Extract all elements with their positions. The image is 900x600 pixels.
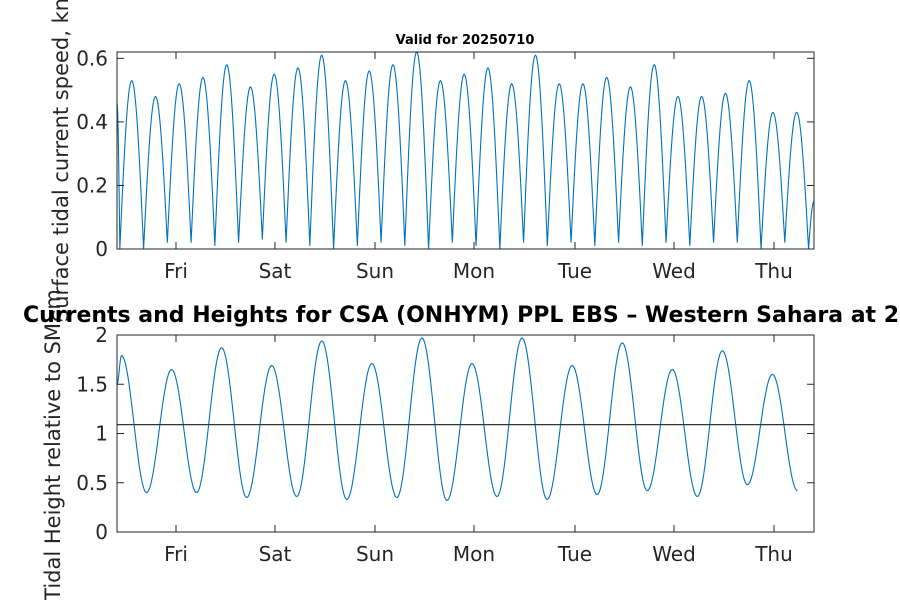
current-y-axis: 0 0.2 0.4 0.6 (76, 46, 814, 261)
current-y-axis-label: Surface tidal current speed, kn (49, 0, 73, 322)
height-y-axis-label: Tidal Height relative to SM, m (41, 289, 65, 600)
height-y-tick-label: 1 (95, 422, 108, 446)
height-x-tick-label: Wed (652, 542, 696, 566)
height-y-axis: 0 0.5 1 1.5 2 (76, 323, 814, 544)
current-x-tick-label: Sat (259, 259, 292, 283)
current-plot-area: 0 0.2 0.4 0.6 Fri Sat Sun Mon Tue Wed Thu (76, 46, 815, 283)
current-y-tick-label: 0 (95, 237, 108, 261)
tidal-height-chart: 0 0.5 1 1.5 2 Fri Sat Sun Mon Tue Wed Thu Tidal He… (23, 289, 899, 600)
height-y-tick-label: 2 (95, 323, 108, 347)
current-x-tick-label: Mon (453, 259, 495, 283)
current-y-tick-label: 0.2 (76, 173, 108, 197)
height-y-tick-label: 0.5 (76, 471, 108, 495)
height-x-tick-label: Sun (356, 542, 394, 566)
current-speed-series-line (116, 51, 815, 250)
height-x-axis: Fri Sat Sun Mon Tue Wed Thu (164, 335, 793, 566)
height-chart-title: Currents and Heights for CSA (ONHYM) PPL… (23, 303, 899, 328)
current-y-tick-label: 0.4 (76, 110, 108, 134)
current-x-tick-label: Thu (754, 259, 793, 283)
current-chart-title: Valid for 20250710 (396, 33, 535, 48)
current-x-axis: Fri Sat Sun Mon Tue Wed Thu (164, 52, 793, 283)
current-x-tick-label: Wed (652, 259, 696, 283)
height-x-tick-label: Thu (754, 542, 793, 566)
current-x-tick-label: Fri (164, 259, 188, 283)
current-x-tick-label: Tue (557, 259, 592, 283)
current-plot-frame (116, 51, 815, 250)
height-plot-background (117, 335, 814, 532)
current-plot-background (117, 52, 814, 249)
height-x-tick-label: Sat (259, 542, 292, 566)
height-y-tick-label: 0 (95, 520, 108, 544)
current-speed-chart: Valid for 20250710 0 0.2 0.4 0.6 Fri Sat Sun M… (49, 0, 815, 322)
height-x-tick-label: Tue (557, 542, 592, 566)
height-x-tick-label: Fri (164, 542, 188, 566)
height-y-tick-label: 1.5 (76, 372, 108, 396)
current-x-tick-label: Sun (356, 259, 394, 283)
height-x-tick-label: Mon (453, 542, 495, 566)
tidal-height-series-line (116, 337, 798, 502)
current-y-tick-label: 0.6 (76, 46, 108, 70)
height-plot-area: 0 0.5 1 1.5 2 Fri Sat Sun Mon Tue Wed Thu (76, 323, 815, 566)
